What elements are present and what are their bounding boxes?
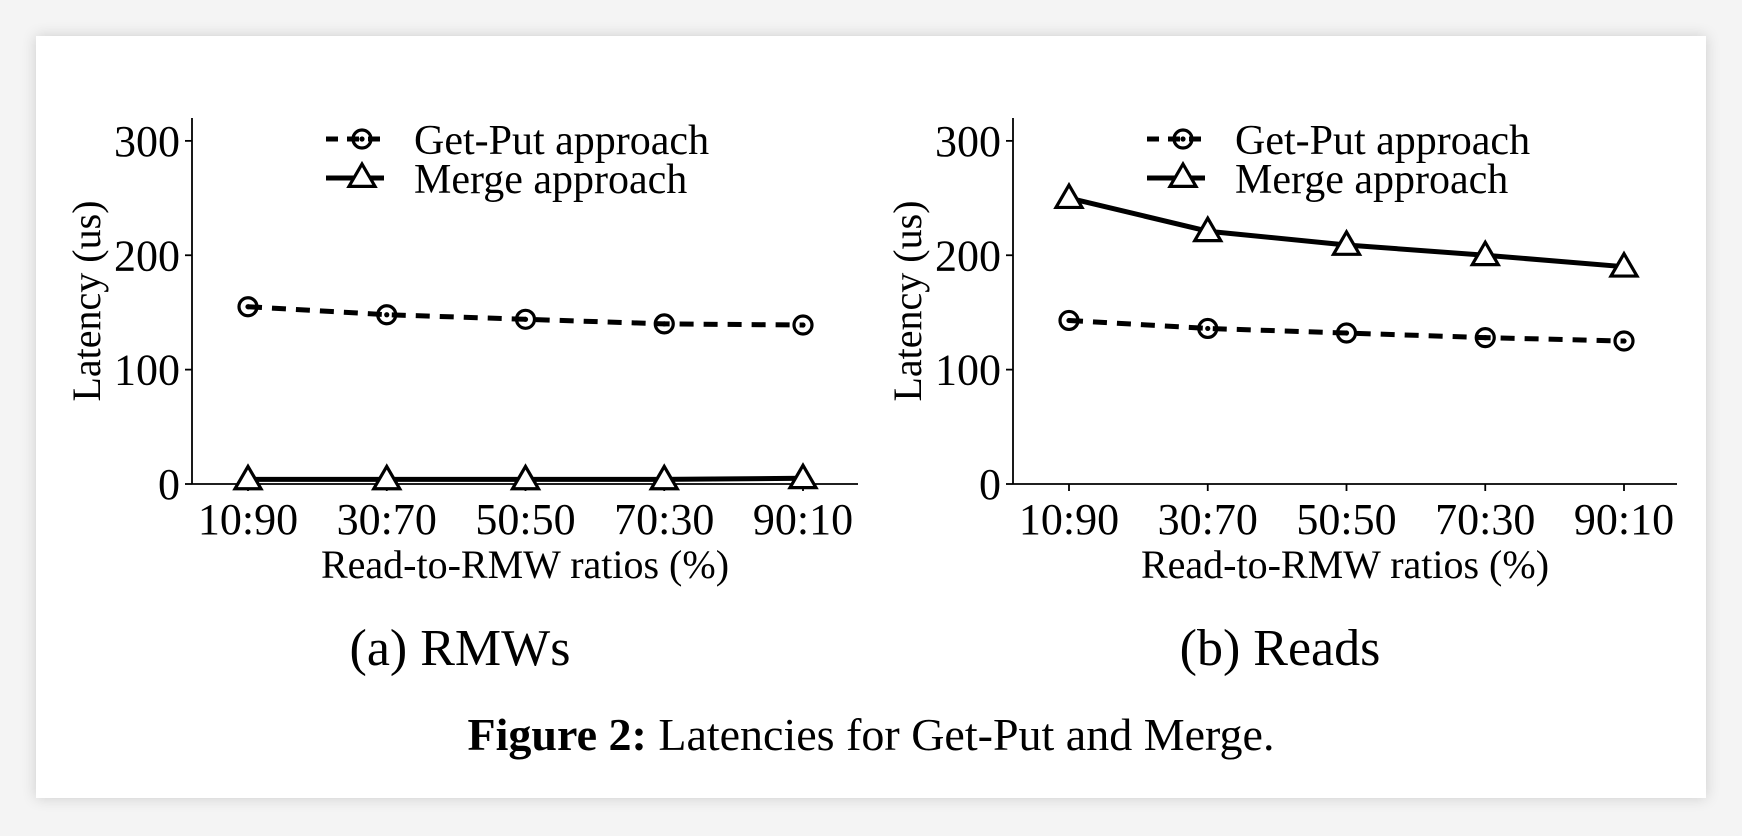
caption-label: Figure 2: <box>468 709 647 760</box>
y-tick-label: 100 <box>114 346 180 395</box>
y-tick-label: 300 <box>935 117 1001 166</box>
legend-marker-circle-dot <box>1180 136 1186 142</box>
data-point-circle <box>653 313 675 335</box>
legend-marker-triangle <box>346 160 378 188</box>
data-point-circle-dot <box>1205 325 1211 332</box>
y-tick-label: 200 <box>935 231 1001 280</box>
legend-marker-triangle <box>1167 160 1199 188</box>
legend-label: Get-Put approach <box>1235 118 1530 164</box>
x-tick-label: 30:70 <box>337 495 437 544</box>
data-point-circle <box>792 314 814 336</box>
data-point-circle <box>1197 317 1219 340</box>
legend-label: Merge approach <box>1235 157 1508 203</box>
data-point-triangle <box>1469 239 1502 267</box>
subfigure-caption: (a) RMWs <box>350 620 571 677</box>
series-get-put <box>1058 309 1635 352</box>
x-axis-label: Read-to-RMW ratios (%) <box>1141 542 1549 587</box>
legend-label: Get-Put approach <box>414 118 709 164</box>
data-point-triangle <box>1330 228 1363 256</box>
chart-panel-a: 0 100 200 300 10:90 30:70 50:50 70:30 90:10 Read-… <box>64 117 858 677</box>
data-point-circle-dot <box>800 322 806 328</box>
data-point-triangle <box>509 463 542 491</box>
data-point-triangle <box>1053 181 1085 210</box>
x-tick-label: 30:70 <box>1158 495 1258 544</box>
data-point-circle-dot <box>522 316 529 322</box>
data-point-triangle <box>370 463 403 491</box>
figure-caption: Figure 2: Latencies for Get-Put and Merg… <box>468 709 1275 760</box>
data-point-circle <box>1335 322 1358 344</box>
caption-text: Latencies for Get-Put and Merge. <box>647 709 1275 760</box>
chart-panel-b: 0 100 200 300 10:90 30:70 50:50 70:30 90:10 Read-… <box>885 117 1677 677</box>
series-merge <box>1053 181 1640 278</box>
series-merge <box>232 462 819 491</box>
x-tick-label: 50:50 <box>475 495 575 544</box>
series-get-put <box>237 296 814 336</box>
data-point-circle-dot <box>1482 335 1488 341</box>
y-tick-label: 0 <box>158 460 180 509</box>
data-point-triangle <box>232 463 264 491</box>
data-point-circle <box>1613 330 1635 352</box>
data-point-circle-dot <box>384 312 390 318</box>
y-axis-label: Latency (us) <box>885 200 930 401</box>
x-axis-label: Read-to-RMW ratios (%) <box>321 542 729 587</box>
data-point-circle <box>237 296 259 318</box>
data-point-circle-dot <box>1343 330 1350 336</box>
legend-marker-circle-dot <box>359 136 365 142</box>
x-tick-label: 10:90 <box>198 495 298 544</box>
y-tick-label: 200 <box>114 231 180 280</box>
data-point-circle-dot <box>661 321 667 327</box>
x-tick-label: 70:30 <box>1435 495 1535 544</box>
x-tick-label: 90:10 <box>1574 495 1674 544</box>
data-point-circle-dot <box>1621 338 1627 344</box>
legend-label: Merge approach <box>414 157 687 203</box>
y-tick-label: 0 <box>979 460 1001 509</box>
data-point-circle <box>1058 309 1080 332</box>
x-tick-label: 50:50 <box>1296 495 1396 544</box>
x-tick-label: 10:90 <box>1019 495 1119 544</box>
x-tick-label: 70:30 <box>614 495 714 544</box>
data-point-triangle <box>1608 250 1640 278</box>
y-tick-label: 100 <box>935 346 1001 395</box>
data-point-triangle <box>787 462 819 490</box>
data-point-circle <box>514 308 537 330</box>
data-point-triangle <box>648 463 681 491</box>
data-point-circle <box>376 304 398 326</box>
data-point-circle-dot <box>1066 317 1072 324</box>
subfigure-caption: (b) Reads <box>1180 620 1381 677</box>
x-tick-label: 90:10 <box>753 495 853 544</box>
y-axis-label: Latency (us) <box>64 200 109 401</box>
figure-card <box>36 36 1706 798</box>
data-point-triangle <box>1191 215 1224 243</box>
legend-marker-circle <box>1172 128 1194 150</box>
data-point-circle-dot <box>245 304 251 310</box>
legend-marker-circle <box>351 128 373 150</box>
data-point-circle <box>1474 327 1496 349</box>
y-tick-label: 300 <box>114 117 180 166</box>
